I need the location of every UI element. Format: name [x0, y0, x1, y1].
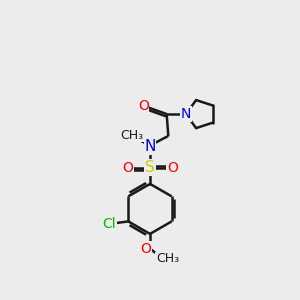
- Text: O: O: [138, 99, 149, 113]
- Text: O: O: [122, 161, 133, 175]
- Text: S: S: [145, 160, 155, 175]
- Text: O: O: [140, 242, 151, 256]
- Text: Cl: Cl: [102, 217, 116, 231]
- Text: O: O: [167, 161, 178, 175]
- Text: N: N: [144, 139, 156, 154]
- Text: N: N: [181, 107, 191, 121]
- Text: CH₃: CH₃: [156, 252, 179, 266]
- Text: N: N: [181, 107, 191, 121]
- Text: CH₃: CH₃: [120, 129, 143, 142]
